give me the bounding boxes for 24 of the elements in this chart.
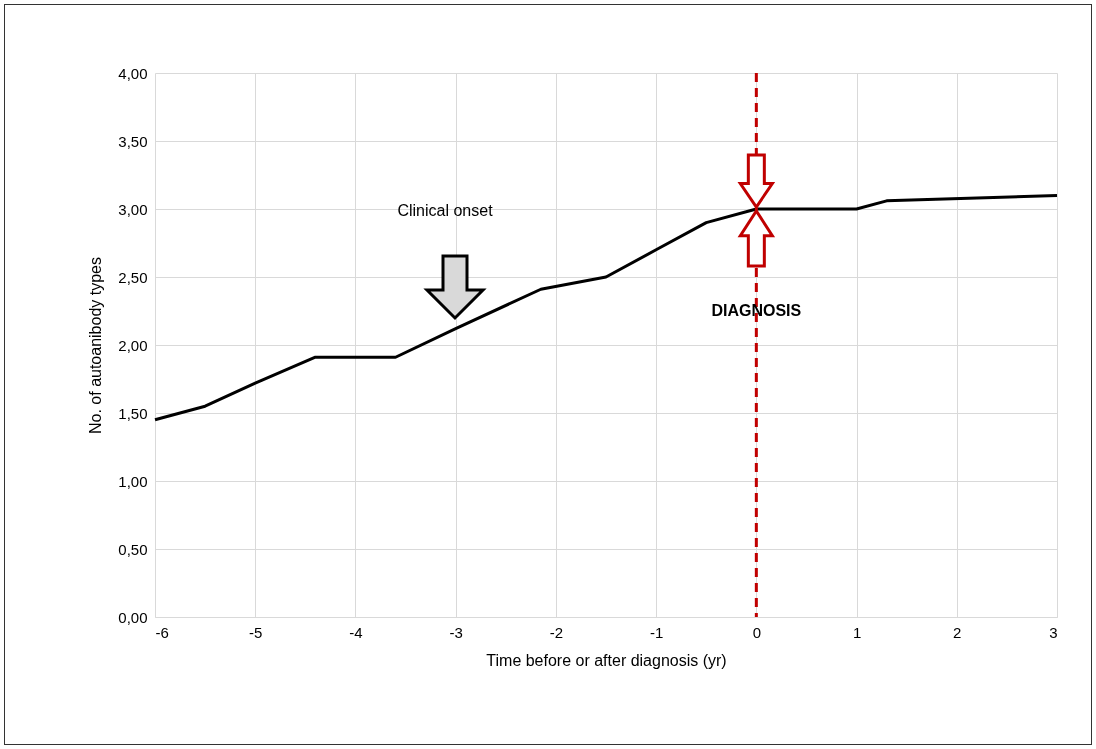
y-tick-label: 3,50	[118, 132, 148, 150]
x-tick-label: 0	[752, 623, 762, 641]
x-axis-title: Time before or after diagnosis (yr)	[486, 651, 727, 669]
x-tick-label: -2	[549, 623, 564, 641]
ref-line-label: DIAGNOSIS	[711, 302, 802, 319]
x-tick-label: -5	[249, 623, 263, 641]
x-tick-label: -6	[155, 623, 169, 641]
x-tick-label: -3	[449, 623, 463, 641]
x-tick-label: 2	[953, 623, 962, 641]
x-tick-label: 3	[1049, 623, 1058, 641]
annotation: Clinical onset	[397, 202, 494, 219]
y-tick-label: 2,00	[118, 336, 148, 354]
y-tick-label: 0,50	[118, 540, 148, 558]
x-tick-label: 1	[852, 623, 862, 641]
y-axis-title: No. of autoanibody types	[87, 256, 105, 435]
x-tick-label: -4	[349, 623, 363, 641]
y-tick-label: 0,00	[118, 608, 148, 626]
y-tick-label: 2,50	[118, 268, 148, 286]
y-tick-label: 1,50	[118, 404, 148, 422]
y-tick-label: 4,00	[118, 64, 148, 82]
y-tick-label: 3,00	[118, 200, 148, 218]
line-series	[153, 193, 1059, 422]
x-tick-label: -1	[649, 623, 664, 641]
y-tick-label: 1,00	[118, 472, 148, 490]
